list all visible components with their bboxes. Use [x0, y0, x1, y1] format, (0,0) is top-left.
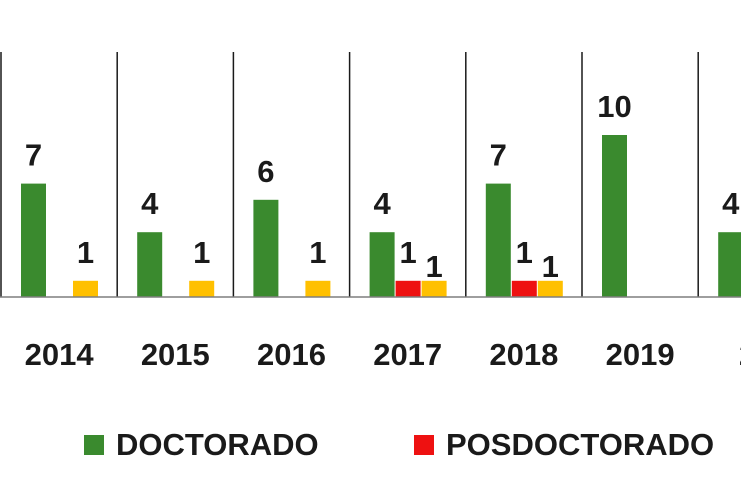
- x-tick-labels: 2014 2015 2016 2017 2018 2019 20: [25, 337, 741, 372]
- x-tick-label: 20: [739, 337, 741, 372]
- data-label: 1: [193, 235, 210, 270]
- bar-posdoctorado-2018: [511, 280, 537, 297]
- data-label: 1: [309, 235, 326, 270]
- x-tick-label: 2019: [606, 337, 675, 372]
- data-label: 7: [25, 138, 42, 173]
- bar-doctorado-2018: [485, 183, 511, 297]
- data-label: 1: [542, 249, 559, 284]
- x-tick-label: 2015: [141, 337, 210, 372]
- data-label: 1: [77, 235, 94, 270]
- bar-doctorado-2015: [137, 232, 163, 297]
- category-separators: [0, 52, 699, 297]
- x-tick-label: 2017: [373, 337, 442, 372]
- legend: DOCTORADO POSDOCTORADO: [0, 420, 741, 470]
- bars: [21, 135, 741, 297]
- bar-doctorado-20: [718, 232, 741, 297]
- x-tick-label: 2014: [25, 337, 95, 372]
- data-label: 6: [257, 154, 274, 189]
- bar-series-3-2014: [73, 280, 98, 297]
- data-label: 4: [141, 186, 159, 221]
- bar-series-3-2017: [421, 280, 447, 297]
- data-label: 10: [597, 89, 631, 124]
- data-label: 1: [516, 235, 533, 270]
- legend-label-posdoctorado: POSDOCTORADO: [446, 427, 715, 462]
- bar-doctorado-2017: [369, 232, 395, 297]
- data-label: 1: [425, 249, 442, 284]
- x-tick-label: 2016: [257, 337, 326, 372]
- data-label: 1: [399, 235, 416, 270]
- bar-posdoctorado-2017: [395, 280, 421, 297]
- legend-label-doctorado: DOCTORADO: [116, 427, 319, 462]
- bar-series-3-2015: [189, 280, 215, 297]
- data-label: 4: [373, 186, 391, 221]
- bar-doctorado-2014: [21, 183, 46, 297]
- legend-swatch-doctorado: [84, 435, 104, 455]
- x-tick-label: 2018: [489, 337, 558, 372]
- data-label: 7: [490, 138, 507, 173]
- bar-series-3-2016: [305, 280, 331, 297]
- legend-item-posdoctorado: POSDOCTORADO: [414, 420, 714, 470]
- bar-series-3-2018: [537, 280, 563, 297]
- data-label: 4: [722, 186, 740, 221]
- legend-swatch-posdoctorado: [414, 435, 434, 455]
- bar-doctorado-2016: [253, 199, 279, 297]
- bar-doctorado-2019: [602, 135, 627, 297]
- legend-item-doctorado: DOCTORADO: [84, 420, 319, 470]
